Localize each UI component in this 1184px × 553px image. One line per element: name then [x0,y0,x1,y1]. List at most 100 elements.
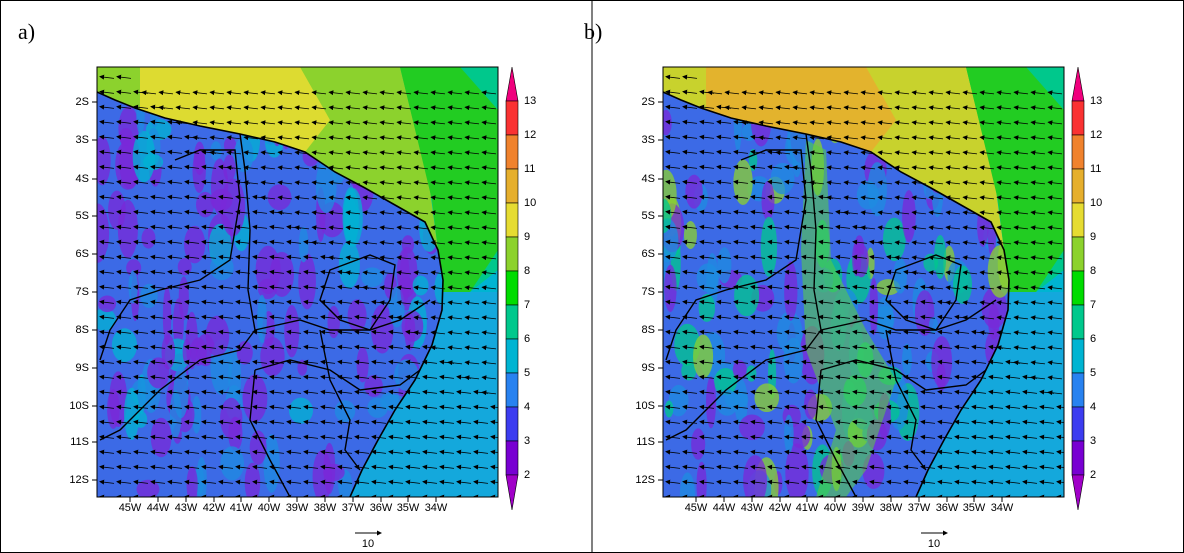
wind-vector [473,479,489,485]
wind-vector [464,330,480,336]
lat-label: 12S [69,474,89,486]
wind-vector [320,464,336,470]
land-patch [364,375,383,397]
wind-vector [320,314,336,320]
colorbar-box [1071,406,1085,442]
wind-vector [826,90,842,96]
wind-vector [167,329,183,335]
wind-vector [464,225,480,231]
wind-vector [379,300,395,306]
land-patch [347,299,367,333]
wind-vector [218,434,234,440]
wind-vector [413,180,429,186]
wind-vector [252,269,268,275]
wind-vector [1047,90,1063,96]
wind-vector [362,285,378,291]
wind-vector [116,464,132,470]
wind-vector [167,149,183,155]
wind-vector [252,329,268,335]
wind-vector [269,434,285,440]
wind-vector [473,419,489,425]
wind-vector [184,434,200,440]
lon-label: 34W [425,502,448,514]
wind-vector [99,464,115,470]
lat-label: 9S [76,362,89,374]
state-border [249,369,291,497]
wind-vector [481,390,497,396]
wind-vector [116,374,132,380]
wind-vector [150,239,166,245]
wind-vector [396,285,412,291]
colorbar-box [505,202,519,238]
wind-vector [269,239,285,245]
land-patch [195,191,215,218]
wind-vector [388,359,404,365]
wind-vector [201,179,217,185]
wind-vector [758,105,774,111]
colorbar-label: 7 [1090,299,1096,311]
land-patch [902,343,912,376]
wind-vector [133,149,149,155]
wind-vector [311,195,327,201]
wind-vector [328,210,344,216]
wind-vector [192,105,208,111]
wind-vector [473,389,489,395]
wind-vector [362,255,378,261]
wind-vector [979,105,995,111]
wind-vector [99,359,115,365]
wind-vector [150,404,166,410]
wind-vector [235,299,251,305]
wind-vector [447,240,463,246]
wind-vector [167,389,183,395]
wind-vector [116,164,132,170]
ocean-yellow [140,67,330,152]
wind-vector [311,150,327,156]
wind-vector [430,180,446,186]
wind-vector [320,404,336,410]
wind-vector [345,180,361,186]
wind-vector [396,180,412,186]
wind-vector [464,180,480,186]
wind-vector [707,90,723,96]
wind-vector [413,120,429,126]
wind-vector [422,449,438,455]
wind-vector [430,105,446,111]
wind-vector [928,135,944,141]
wind-vector [473,464,489,470]
lat-label: 10S [635,400,655,412]
land-patch [412,275,429,296]
lon-label: 43W [175,502,198,514]
wind-vector [201,209,217,215]
wind-vector [490,434,498,440]
colorbar-box [1071,100,1085,136]
wind-vector [269,479,285,485]
wind-vector [439,464,455,470]
wind-vector [775,105,791,111]
wind-vector [758,135,774,141]
wind-vector [269,314,285,320]
colorbar-box [1071,168,1085,204]
wind-vector [337,464,353,470]
wind-vector [184,179,200,185]
wind-vector [150,329,166,335]
wind-vector [320,419,336,425]
colorbar-box [505,270,519,306]
wind-vector [430,225,446,231]
wind-vector [277,90,293,96]
wind-vector [665,134,681,140]
wind-vector [99,179,115,185]
wind-vector [481,225,497,231]
wind-vector [1047,120,1063,126]
wind-vector [116,74,132,80]
colorbar-label: 5 [1090,367,1096,379]
wind-vector [481,270,497,276]
wind-vector [116,449,132,455]
wind-vector [235,374,251,380]
wind-vector [218,479,234,485]
wind-vector [362,120,378,126]
wind-vector [218,389,234,395]
land-patch [312,449,332,497]
wind-vector [716,104,732,110]
wind-vector [133,449,149,455]
wind-vector [413,315,429,321]
